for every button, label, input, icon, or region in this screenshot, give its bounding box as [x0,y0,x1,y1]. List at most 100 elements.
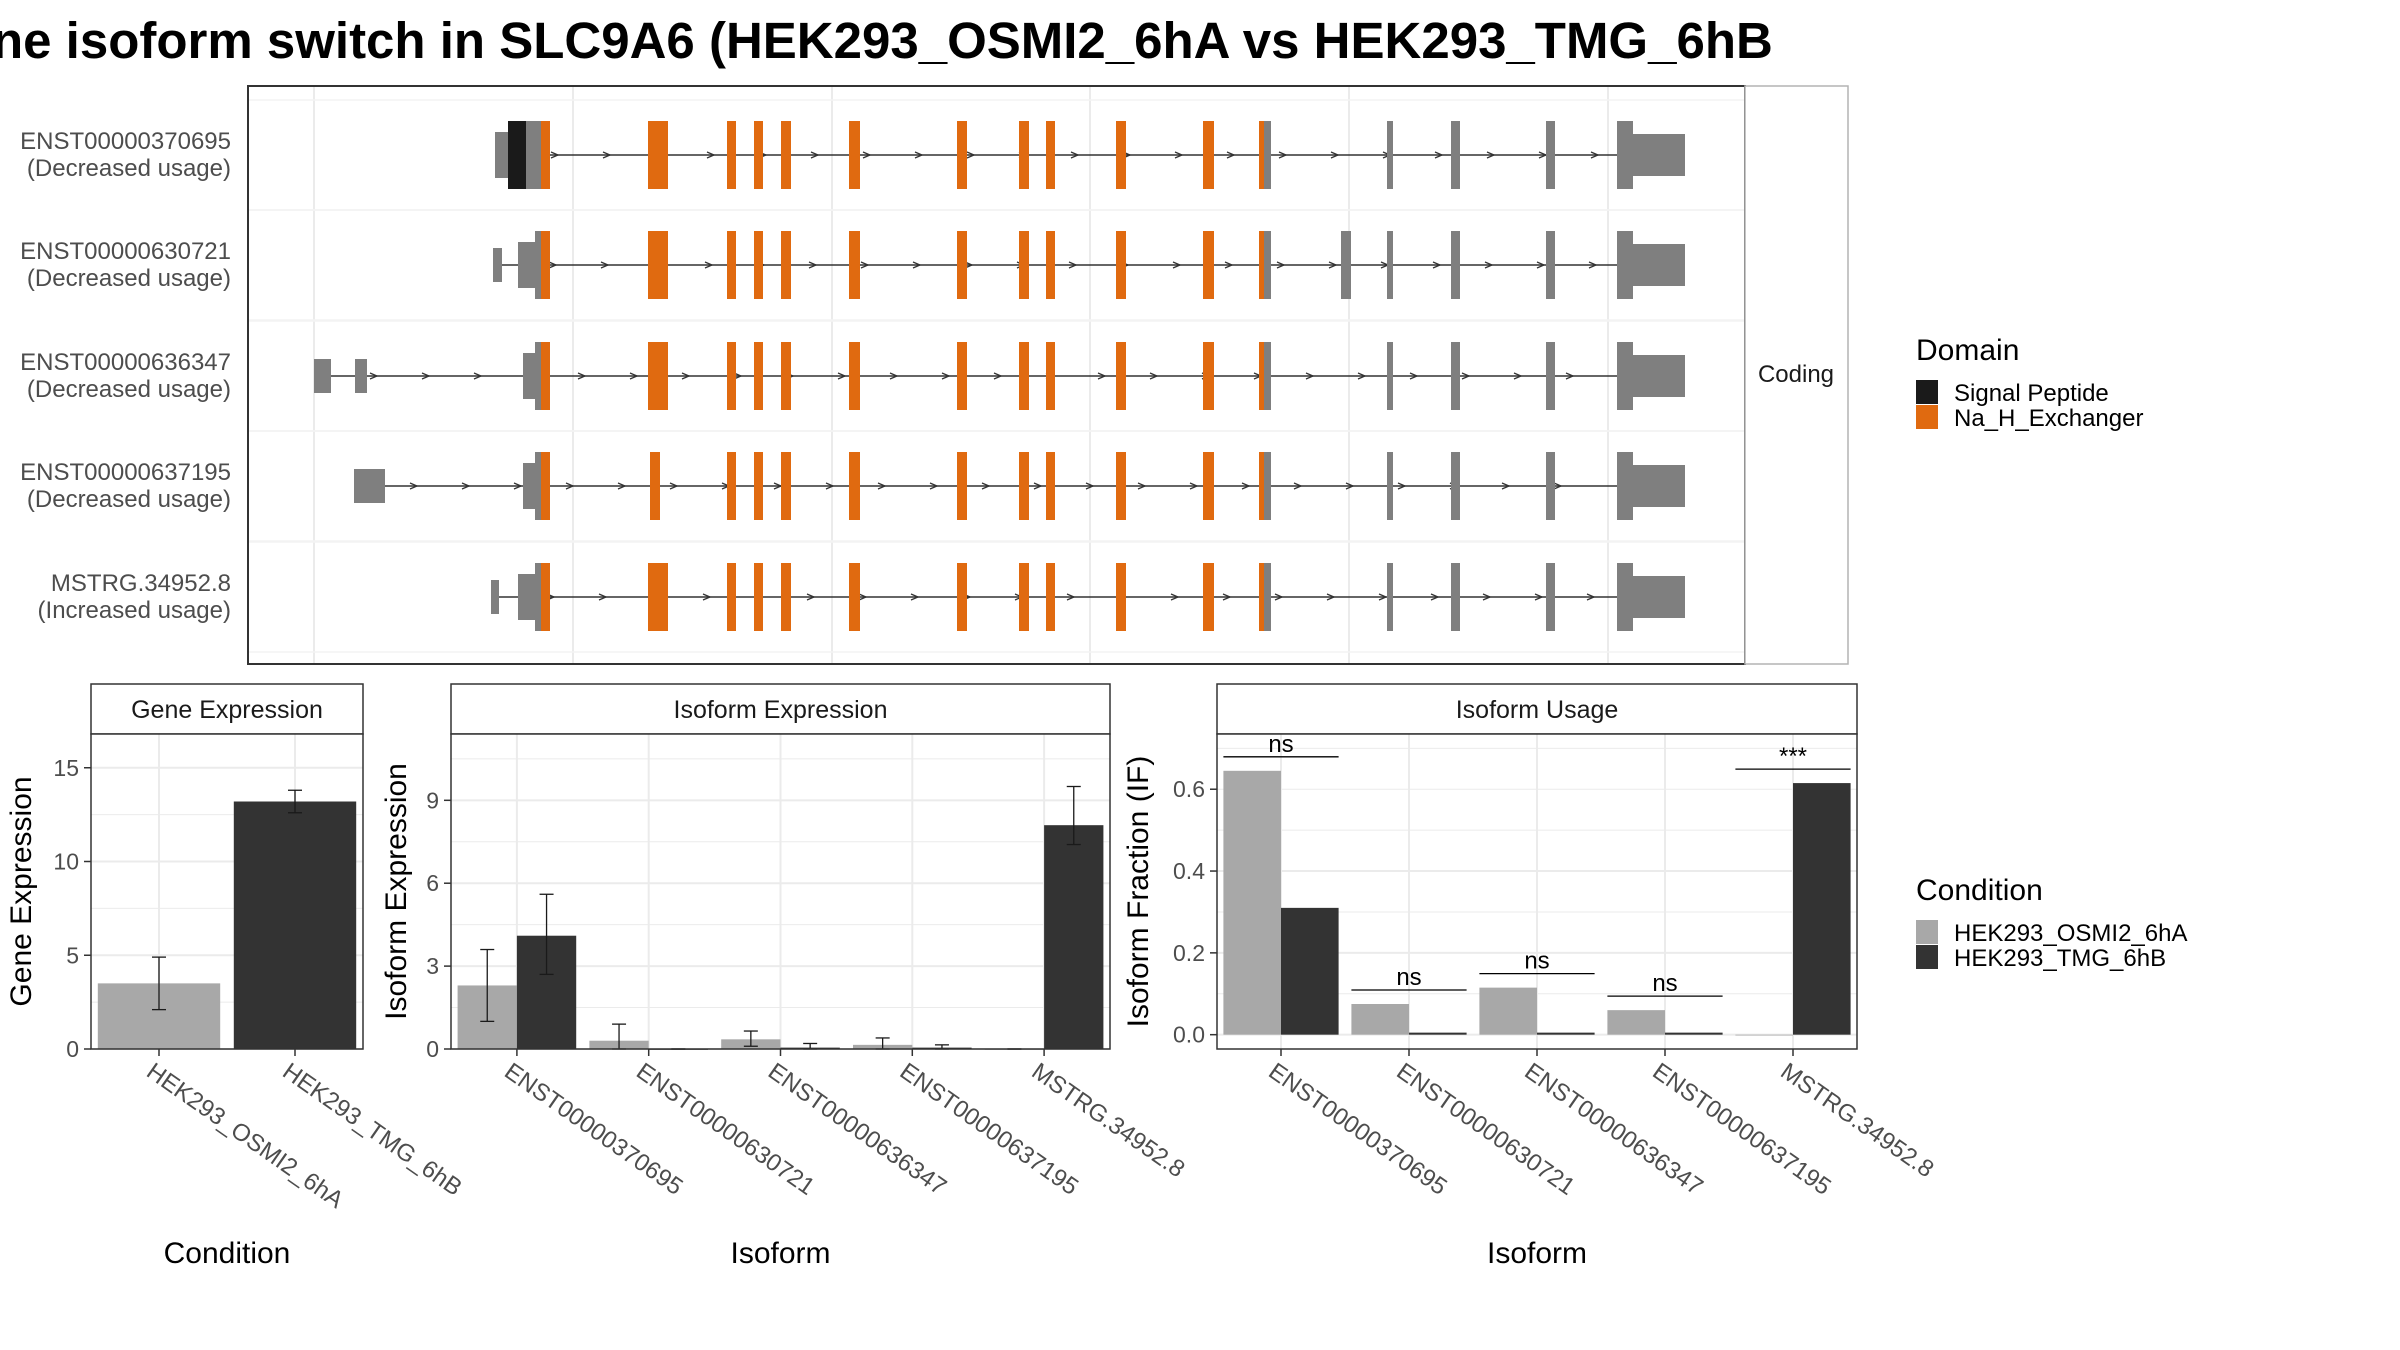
panel-title: Isoform Expression [674,696,888,724]
plot-border [90,733,364,1050]
bar [1537,1032,1595,1035]
domain-exon [781,231,791,299]
domain-exon [648,342,668,410]
domain-exon [957,121,967,189]
transcript-track [491,563,1685,631]
strand-arrow [1345,482,1355,490]
x-axis-title: Isoform [1487,1237,1587,1270]
panel-strip [450,683,1111,735]
y-tick-label: 0.0 [1173,1022,1205,1048]
legend-key-osmi2 [1916,920,1938,944]
strand-arrow [1586,593,1596,601]
strand-arrow [981,482,991,490]
strand-arrow [461,482,471,490]
domain-exon [754,342,763,410]
strand-arrow [941,372,951,380]
domain-exon [541,452,550,520]
strand-arrow [806,593,816,601]
y-tick-label: 0.4 [1173,858,1205,884]
strand-arrow [1174,151,1184,159]
cds-exon [1451,452,1460,520]
strand-arrow [1588,261,1598,269]
utr-exon [518,574,535,620]
cds-exon [1264,231,1271,299]
significance-label: ns [1268,731,1293,758]
transcript-track [354,452,1685,520]
y-tick-label: 0.2 [1173,940,1205,966]
domain-exon [781,563,791,631]
strand-arrow [369,372,379,380]
cds-exon [1387,342,1393,410]
strand-arrow [1226,151,1236,159]
utr-exon [518,242,535,288]
strand-arrow [929,482,939,490]
structure-gridlines [248,86,1745,664]
utr-exon [1633,576,1685,618]
domain-exon [648,563,668,631]
bar [1665,1032,1723,1035]
strand-arrow [910,593,920,601]
cds-exon [1617,121,1633,189]
structure-plot-background [248,86,1745,664]
cds-exon [1546,452,1555,520]
strand-arrow [704,261,714,269]
significance-label: *** [1779,743,1807,770]
strand-arrow [1278,151,1288,159]
transcript-id-label: ENST00000370695 [20,128,231,155]
strand-arrow [993,372,1003,380]
strand-arrow [1326,593,1336,601]
domain-exon [849,121,860,189]
strand-arrow [733,372,743,380]
cds-exon [1387,452,1393,520]
transcript-usage-label: (Decreased usage) [27,376,231,403]
domain-exon [648,231,668,299]
domain-exon [1019,563,1029,631]
main-title: ne isoform switch in SLC9A6 (HEK293_OSMI… [0,12,1773,69]
utr-exon [314,359,331,393]
strand-arrow [409,482,419,490]
y-tick-label: 10 [53,849,79,875]
strand-arrow [1486,151,1496,159]
plot-border [450,733,1111,1050]
strand-arrow [1378,593,1388,601]
domain-exon [1019,121,1029,189]
transcript-usage-label: (Decreased usage) [27,155,231,182]
strand-arrow [513,482,523,490]
domain-exon [849,452,860,520]
utr-exon [523,353,535,399]
domain-exon [957,342,967,410]
y-tick-label: 0 [426,1036,439,1062]
strand-arrow [600,261,610,269]
domain-exon [1203,342,1214,410]
utr-exon [354,469,385,503]
bar [1735,1034,1793,1036]
y-axis-title: Isoform Fraction (IF) [1122,756,1155,1028]
domain-exon [727,452,736,520]
y-tick-label: 5 [66,942,79,968]
utr-exon [491,580,499,614]
strand-arrow [877,482,887,490]
utr-exon [493,248,502,282]
condition-legend: Condition HEK293_OSMI2_6hA HEK293_TMG_6h… [1916,874,2187,972]
cds-exon [1451,563,1460,631]
cds-exon [1546,121,1555,189]
cds-exon [1387,121,1393,189]
transcript-id-label: ENST00000630721 [20,238,231,265]
domain-exon [754,563,763,631]
strand-arrow [1565,372,1575,380]
cds-exon [1264,342,1271,410]
strand-arrow [598,593,608,601]
strand-arrow [473,372,483,380]
error-bar [480,948,495,1023]
domain-exon [957,563,967,631]
utr-exon [1633,134,1685,176]
cds-exon [1617,231,1633,299]
strand-arrow [681,372,691,380]
panel-title: Isoform Usage [1456,696,1619,724]
cds-exon [1546,342,1555,410]
strand-arrow [858,593,868,601]
strand-arrow [1482,593,1492,601]
legend-label-osmi2: HEK293_OSMI2_6hA [1954,920,2187,947]
domain-exon [1046,563,1055,631]
